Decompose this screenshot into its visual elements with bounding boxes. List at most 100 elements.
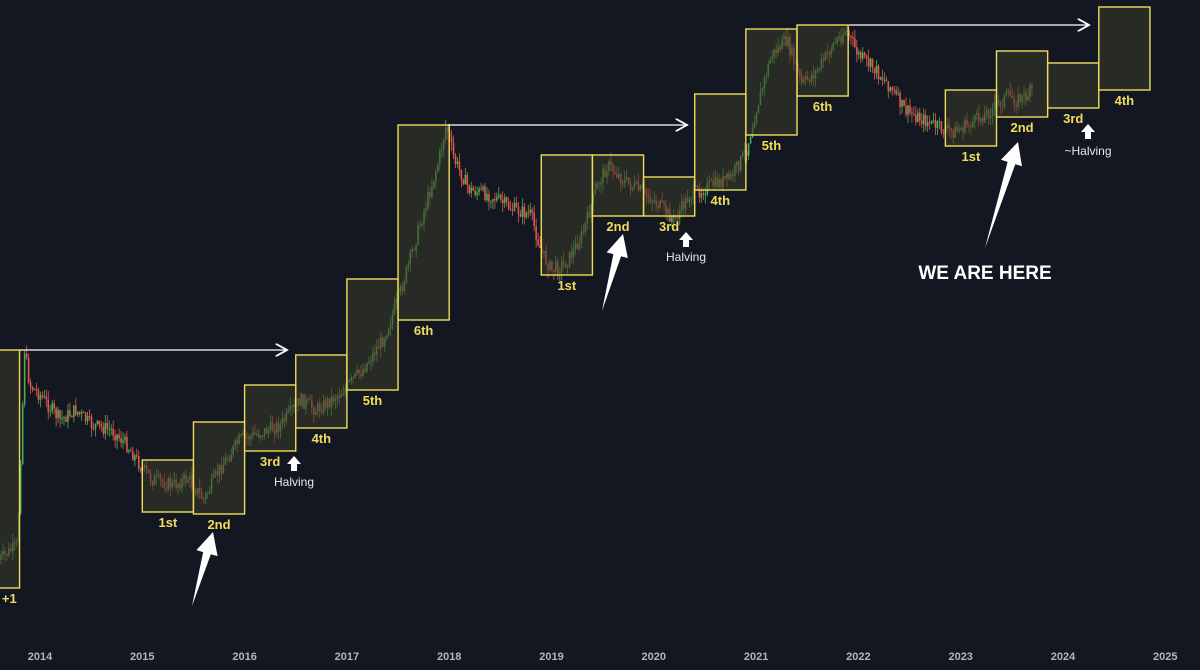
candle-body bbox=[19, 463, 22, 514]
candle-body bbox=[135, 455, 138, 457]
cycle1-box-4th-label: 4th bbox=[312, 431, 332, 446]
candle-body bbox=[120, 438, 122, 443]
x-tick-label: 2016 bbox=[232, 651, 256, 663]
candle-body bbox=[482, 186, 484, 190]
candle-body bbox=[940, 121, 943, 133]
candle-body bbox=[494, 199, 496, 201]
candle-body bbox=[745, 150, 748, 156]
candle-body bbox=[96, 420, 99, 425]
cycle2-box-6th-label: 6th bbox=[813, 99, 833, 114]
candle-body bbox=[891, 87, 894, 90]
candle-body bbox=[484, 186, 486, 201]
x-tick-label: 2018 bbox=[437, 651, 461, 663]
candle-body bbox=[108, 428, 111, 430]
candle-body bbox=[86, 416, 89, 422]
candle-body bbox=[468, 184, 471, 193]
candle-body bbox=[537, 239, 539, 245]
halving-note: Halving bbox=[666, 250, 706, 264]
x-tick-label: 2019 bbox=[539, 651, 563, 663]
candle-body bbox=[677, 217, 679, 219]
candle-body bbox=[922, 114, 925, 125]
candle-body bbox=[65, 417, 67, 422]
candle-body bbox=[478, 188, 480, 193]
candle-body bbox=[106, 423, 109, 429]
candle-body bbox=[885, 79, 888, 82]
candle-body bbox=[21, 404, 24, 464]
candle-body bbox=[29, 382, 32, 388]
candle-body bbox=[897, 92, 899, 94]
candle-body bbox=[55, 408, 57, 419]
x-tick-label: 2023 bbox=[948, 651, 972, 663]
cycle2-box-1st-label: 1st bbox=[557, 278, 576, 293]
candle-body bbox=[873, 68, 876, 74]
cycle1-box-1st-label: 1st bbox=[158, 515, 177, 530]
candle-body bbox=[470, 187, 473, 193]
pointer-arrow-icon bbox=[985, 142, 1022, 248]
candle-body bbox=[486, 193, 488, 201]
candle-body bbox=[932, 120, 935, 122]
candle-body bbox=[529, 209, 532, 214]
candle-body bbox=[903, 100, 905, 106]
candle-body bbox=[895, 90, 897, 94]
candle-body bbox=[539, 244, 541, 248]
candle-body bbox=[98, 420, 101, 425]
candle-body bbox=[57, 410, 59, 419]
candle-body bbox=[25, 353, 28, 358]
candle-body bbox=[84, 412, 87, 422]
candle-body bbox=[39, 395, 42, 400]
candle-body bbox=[132, 451, 134, 461]
candle-body bbox=[875, 65, 878, 74]
cycle2-box-5th-label: 5th bbox=[762, 138, 782, 153]
candle-body bbox=[480, 188, 482, 190]
candle-body bbox=[100, 424, 103, 427]
candle-body bbox=[51, 403, 53, 411]
cycle1-box-3rd bbox=[243, 384, 297, 452]
candle-body bbox=[704, 194, 707, 196]
cycle2-box-2nd-label: 2nd bbox=[606, 219, 629, 234]
x-tick-label: 2015 bbox=[130, 651, 154, 663]
candle-body bbox=[63, 417, 65, 419]
candle-body bbox=[535, 226, 537, 240]
candle-body bbox=[511, 210, 514, 212]
candle-body bbox=[913, 113, 915, 116]
cycle2-box-4th-label: 4th bbox=[711, 193, 731, 208]
candle-body bbox=[27, 357, 30, 383]
candle-body bbox=[503, 197, 506, 204]
candle-body bbox=[76, 411, 79, 415]
candle-body bbox=[476, 192, 478, 196]
candle-body bbox=[899, 92, 901, 107]
candle-body bbox=[69, 410, 71, 417]
x-tick-label: 2014 bbox=[28, 651, 53, 663]
candle-body bbox=[879, 77, 882, 80]
candle-body bbox=[456, 161, 459, 165]
candle-body bbox=[917, 112, 919, 123]
x-tick-label: 2025 bbox=[1153, 651, 1177, 663]
candle-body bbox=[863, 52, 866, 56]
candle-body bbox=[852, 36, 854, 39]
candle-body bbox=[928, 122, 931, 124]
cycle1-box-6th bbox=[397, 124, 450, 321]
candle-body bbox=[521, 206, 524, 217]
cycle1-box-2nd bbox=[192, 421, 246, 515]
candle-body bbox=[747, 143, 750, 156]
candle-body bbox=[114, 435, 116, 441]
candle-body bbox=[460, 169, 463, 180]
candle-body bbox=[492, 199, 494, 202]
candle-body bbox=[474, 190, 476, 196]
candle-body bbox=[901, 100, 903, 107]
we-are-here-callout: WE ARE HERE bbox=[918, 263, 1051, 284]
candle-body bbox=[454, 155, 457, 165]
cycle3-box-1st-label: 1st bbox=[962, 149, 981, 164]
candle-body bbox=[909, 105, 911, 113]
candle-body bbox=[698, 187, 701, 198]
candle-body bbox=[126, 436, 128, 452]
candle-body bbox=[88, 416, 91, 418]
candle-body bbox=[507, 201, 510, 209]
candle-body bbox=[49, 410, 52, 412]
candle-body bbox=[501, 199, 504, 204]
candle-body bbox=[861, 52, 864, 59]
candle-body bbox=[854, 38, 856, 48]
candle-body bbox=[61, 418, 63, 420]
candle-body bbox=[527, 212, 530, 214]
candle-body bbox=[122, 440, 124, 443]
